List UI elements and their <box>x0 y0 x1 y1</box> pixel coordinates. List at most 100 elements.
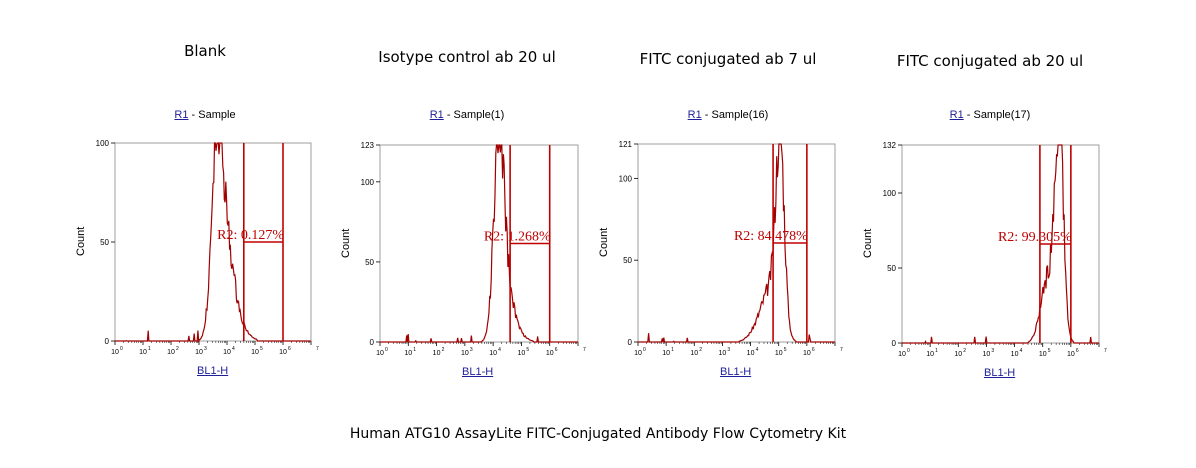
y-tick-label: 100 <box>619 174 633 183</box>
x-tick-label: 10 <box>719 350 727 357</box>
region-link[interactable]: R1 <box>949 109 964 121</box>
x-tick-exponent: 3 <box>727 347 730 353</box>
x-axis-label[interactable]: BL1-H <box>462 366 494 378</box>
panel-title: FITC conjugated ab 7 ul <box>639 50 817 68</box>
panel-title: Blank <box>184 42 226 60</box>
x-axis-label[interactable]: BL1-H <box>720 366 752 378</box>
y-tick-label: 50 <box>623 256 632 265</box>
x-axis-label[interactable]: BL1-H <box>197 365 229 377</box>
panel-subtitle: R1 - Sample(17) <box>845 109 1135 121</box>
x-tick-label: 10 <box>111 349 119 356</box>
x-tick-exponent: 6 <box>1076 348 1079 354</box>
x-tick-label: 10 <box>139 349 147 356</box>
x-tick-exponent: 1 <box>148 346 151 352</box>
x-tick-label: 10 <box>489 350 497 357</box>
x-tick-label: 10 <box>546 350 554 357</box>
x-tick-exponent: 3 <box>470 347 473 353</box>
x-tick-exponent: 4 <box>498 347 501 353</box>
panel-subtitle: R1 - Sample <box>60 109 350 121</box>
x-tick-label: 10 <box>279 349 287 356</box>
x-tick-label: 10 <box>1067 351 1075 358</box>
x-tick-exponent: 0 <box>907 348 910 354</box>
histogram-curve <box>638 143 835 343</box>
x-tick-label: 10 <box>376 350 384 357</box>
x-tick-label: 10 <box>983 351 991 358</box>
x-tick-label: 10 <box>223 349 231 356</box>
gate-percent-label: R2: 84.478% <box>734 229 808 244</box>
y-tick-label: 100 <box>96 139 110 148</box>
x-tick-exponent: 4 <box>756 347 759 353</box>
x-tick-exponent: 1 <box>413 347 416 353</box>
x-tick-label: 10 <box>803 350 811 357</box>
gate-percent-label: R2: 99.305% <box>998 230 1072 245</box>
x-tick-exponent: 2 <box>699 347 702 353</box>
panel-title: FITC conjugated ab 20 ul <box>896 52 1084 70</box>
region-link[interactable]: R1 <box>687 109 702 121</box>
y-tick-label: 123 <box>361 141 375 150</box>
x-tick-exponent: 5 <box>1048 348 1051 354</box>
y-axis-label: Count <box>598 227 610 257</box>
y-tick-label: 0 <box>628 338 633 347</box>
x-tick-exponent: 7 <box>316 346 319 352</box>
x-tick-label: 10 <box>404 350 412 357</box>
x-tick-label: 10 <box>167 349 175 356</box>
x-tick-exponent: 2 <box>176 346 179 352</box>
histogram-panel: Blank R1 - Sample Count BL1-H 0 50 100 10 0 10 1 10… <box>60 0 350 400</box>
x-tick-label: 10 <box>954 351 962 358</box>
y-tick-label: 132 <box>883 141 897 150</box>
panel-title: Isotype control ab 20 ul <box>378 48 556 66</box>
y-tick-label: 121 <box>619 140 633 149</box>
x-tick-label: 10 <box>195 349 203 356</box>
y-tick-label: 100 <box>361 178 375 187</box>
histogram-curve <box>115 142 311 343</box>
x-tick-exponent: 1 <box>935 348 938 354</box>
y-axis-label: Count <box>340 228 352 258</box>
gate-percent-label: R2: 0.127% <box>217 228 284 243</box>
x-tick-exponent: 0 <box>385 347 388 353</box>
sample-name: - Sample(16) <box>701 109 769 121</box>
gate-percent-label: R2: 1.268% <box>484 230 551 245</box>
y-axis-label: Count <box>75 226 87 256</box>
x-tick-exponent: 7 <box>1104 348 1107 354</box>
x-tick-exponent: 5 <box>784 347 787 353</box>
x-axis-label[interactable]: BL1-H <box>984 367 1016 379</box>
x-tick-exponent: 5 <box>260 346 263 352</box>
x-tick-label: 10 <box>662 350 670 357</box>
region-link[interactable]: R1 <box>174 109 189 121</box>
y-tick-label: 50 <box>365 258 374 267</box>
x-tick-exponent: 6 <box>555 347 558 353</box>
region-link[interactable]: R1 <box>429 109 444 121</box>
histogram-panel: Isotype control ab 20 ul R1 - Sample(1) Co… <box>322 0 612 400</box>
histogram-panel: FITC conjugated ab 7 ul R1 - Sample(16) Co… <box>583 0 873 400</box>
x-tick-exponent: 7 <box>840 347 843 353</box>
histogram-curve <box>902 144 1099 344</box>
x-tick-exponent: 0 <box>120 346 123 352</box>
panel-subtitle: R1 - Sample(1) <box>322 109 612 121</box>
x-tick-exponent: 2 <box>442 347 445 353</box>
x-tick-exponent: 4 <box>232 346 235 352</box>
x-tick-exponent: 4 <box>1020 348 1023 354</box>
y-tick-label: 50 <box>887 264 896 273</box>
sample-name: - Sample(17) <box>963 109 1031 121</box>
x-tick-label: 10 <box>634 350 642 357</box>
x-tick-label: 10 <box>747 350 755 357</box>
y-tick-label: 0 <box>892 339 897 348</box>
figure-caption: Human ATG10 AssayLite FITC-Conjugated An… <box>349 426 847 442</box>
x-tick-exponent: 6 <box>812 347 815 353</box>
y-tick-label: 100 <box>883 189 897 198</box>
x-tick-exponent: 6 <box>288 346 291 352</box>
y-tick-label: 50 <box>100 238 109 247</box>
sample-name: - Sample(1) <box>443 109 505 121</box>
x-tick-label: 10 <box>926 351 934 358</box>
x-tick-label: 10 <box>1039 351 1047 358</box>
panel-subtitle: R1 - Sample(16) <box>583 109 873 121</box>
x-tick-exponent: 3 <box>204 346 207 352</box>
x-tick-label: 10 <box>775 350 783 357</box>
x-tick-exponent: 0 <box>643 347 646 353</box>
sample-name: - Sample <box>188 109 236 121</box>
x-tick-label: 10 <box>690 350 698 357</box>
y-tick-label: 0 <box>370 338 375 347</box>
